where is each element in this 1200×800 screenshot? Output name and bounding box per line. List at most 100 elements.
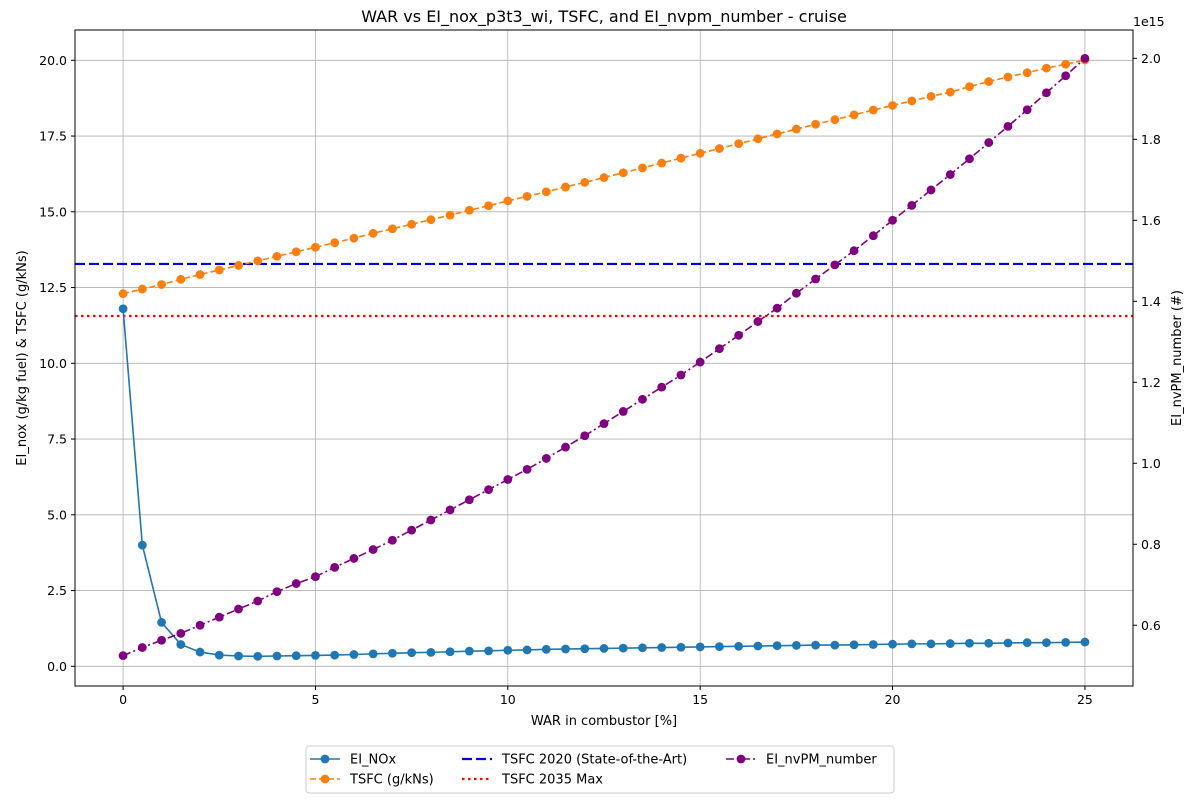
point-tsfc-g-kns — [311, 242, 320, 252]
legend-item-ei-nvpm-number: EI_nvPM_number — [726, 753, 877, 768]
right-y-tick-label: 0.8 — [1141, 537, 1161, 552]
x-tick-label: 25 — [1077, 692, 1093, 707]
point-ei-nvpm-number — [272, 587, 282, 597]
x-tick-label: 5 — [311, 692, 319, 707]
legend-item-tsfc-g-kns: TSFC (g/kNs) — [310, 773, 434, 788]
point-tsfc-g-kns — [137, 284, 147, 294]
left-y-axis-ticks: 0.0 2.5 5.0 7.5 10.0 12.5 15.0 17.5 20.0 — [39, 53, 75, 674]
point-ei-nox — [734, 641, 744, 651]
point-ei-nvpm-number — [561, 442, 570, 452]
point-tsfc-g-kns — [907, 96, 917, 106]
point-ei-nox — [445, 647, 455, 657]
point-ei-nox — [926, 639, 936, 649]
point-ei-nox — [214, 650, 224, 660]
point-tsfc-g-kns — [214, 265, 224, 275]
point-tsfc-g-kns — [599, 173, 609, 182]
right-y-tick-label: 1.8 — [1141, 132, 1161, 147]
point-ei-nox — [772, 641, 782, 651]
point-ei-nvpm-number — [137, 643, 147, 652]
point-ei-nox — [907, 639, 917, 649]
point-ei-nox — [118, 304, 128, 314]
point-ei-nox — [984, 638, 994, 648]
point-ei-nox — [1003, 638, 1013, 648]
right-axis-offset-text: 1e15 — [1133, 14, 1165, 29]
point-ei-nox — [484, 646, 493, 656]
right-y-axis-label: EI_nvPM_number (#) — [1170, 290, 1185, 426]
point-ei-nox — [272, 651, 282, 661]
point-ei-nvpm-number — [1080, 53, 1090, 63]
point-tsfc-g-kns — [791, 124, 801, 134]
point-ei-nox — [561, 644, 570, 654]
grid-lines — [75, 30, 1133, 686]
point-ei-nox — [388, 648, 397, 658]
point-ei-nvpm-number — [695, 357, 705, 367]
point-ei-nvpm-number — [388, 535, 397, 545]
point-ei-nox — [753, 641, 763, 651]
point-ei-nox — [676, 642, 686, 652]
plot-frame — [74, 29, 1134, 687]
right-y-tick-label: 1.6 — [1141, 213, 1161, 228]
point-ei-nvpm-number — [445, 505, 455, 515]
point-ei-nox — [426, 647, 436, 657]
point-ei-nvpm-number — [214, 612, 224, 622]
left-y-tick-label: 2.5 — [47, 583, 67, 598]
point-ei-nvpm-number — [599, 419, 609, 428]
point-tsfc-g-kns — [561, 182, 570, 192]
point-ei-nvpm-number — [464, 495, 474, 505]
point-ei-nvpm-number — [234, 604, 243, 614]
legend-marker — [320, 774, 330, 784]
point-tsfc-g-kns — [349, 233, 359, 243]
left-y-tick-label: 7.5 — [47, 432, 67, 447]
point-ei-nvpm-number — [176, 628, 186, 638]
point-tsfc-g-kns — [503, 196, 513, 206]
point-tsfc-g-kns — [945, 87, 955, 97]
point-tsfc-g-kns — [291, 247, 301, 257]
point-ei-nvpm-number — [1061, 71, 1071, 81]
point-ei-nox — [791, 640, 801, 650]
point-ei-nox — [811, 640, 820, 650]
point-ei-nvpm-number — [541, 454, 551, 463]
legend-item-ei-nox: EI_NOx — [310, 753, 397, 768]
point-tsfc-g-kns — [618, 168, 628, 178]
x-tick-label: 15 — [692, 692, 708, 707]
left-y-tick-label: 17.5 — [39, 129, 67, 144]
point-ei-nox — [657, 643, 667, 652]
point-ei-nox — [849, 640, 859, 650]
point-tsfc-g-kns — [426, 215, 436, 225]
legend-label: TSFC (g/kNs) — [349, 773, 434, 788]
point-tsfc-g-kns — [176, 274, 186, 284]
legend-label: EI_nvPM_number — [766, 753, 877, 768]
point-ei-nox — [253, 651, 263, 661]
point-tsfc-g-kns — [195, 270, 205, 279]
point-ei-nvpm-number — [118, 651, 128, 661]
point-tsfc-g-kns — [368, 228, 378, 238]
point-tsfc-g-kns — [388, 224, 397, 234]
point-ei-nox — [965, 638, 974, 648]
point-tsfc-g-kns — [734, 139, 744, 149]
point-tsfc-g-kns — [849, 110, 859, 120]
line-tsfc-g-kns — [122, 59, 1086, 295]
point-ei-nvpm-number — [753, 317, 763, 326]
point-ei-nvpm-number — [926, 185, 936, 195]
point-tsfc-g-kns — [522, 191, 532, 201]
point-ei-nvpm-number — [888, 215, 897, 225]
point-ei-nvpm-number — [503, 475, 513, 484]
left-y-tick-label: 12.5 — [39, 280, 67, 295]
chart-title: WAR vs EI_nox_p3t3_wi, TSFC, and EI_nvpm… — [361, 7, 847, 27]
point-ei-nox — [234, 651, 243, 661]
right-y-tick-label: 1.0 — [1141, 456, 1161, 471]
point-tsfc-g-kns — [811, 119, 820, 129]
point-ei-nox — [137, 540, 147, 550]
point-ei-nvpm-number — [945, 170, 955, 179]
point-ei-nox — [157, 617, 166, 627]
point-ei-nox — [522, 645, 532, 655]
point-tsfc-g-kns — [868, 105, 878, 115]
point-ei-nox — [618, 643, 628, 653]
point-ei-nox — [541, 644, 551, 654]
left-y-tick-label: 15.0 — [39, 204, 67, 219]
point-ei-nvpm-number — [291, 579, 301, 588]
point-ei-nox — [1022, 638, 1032, 648]
point-ei-nox — [1042, 638, 1051, 648]
